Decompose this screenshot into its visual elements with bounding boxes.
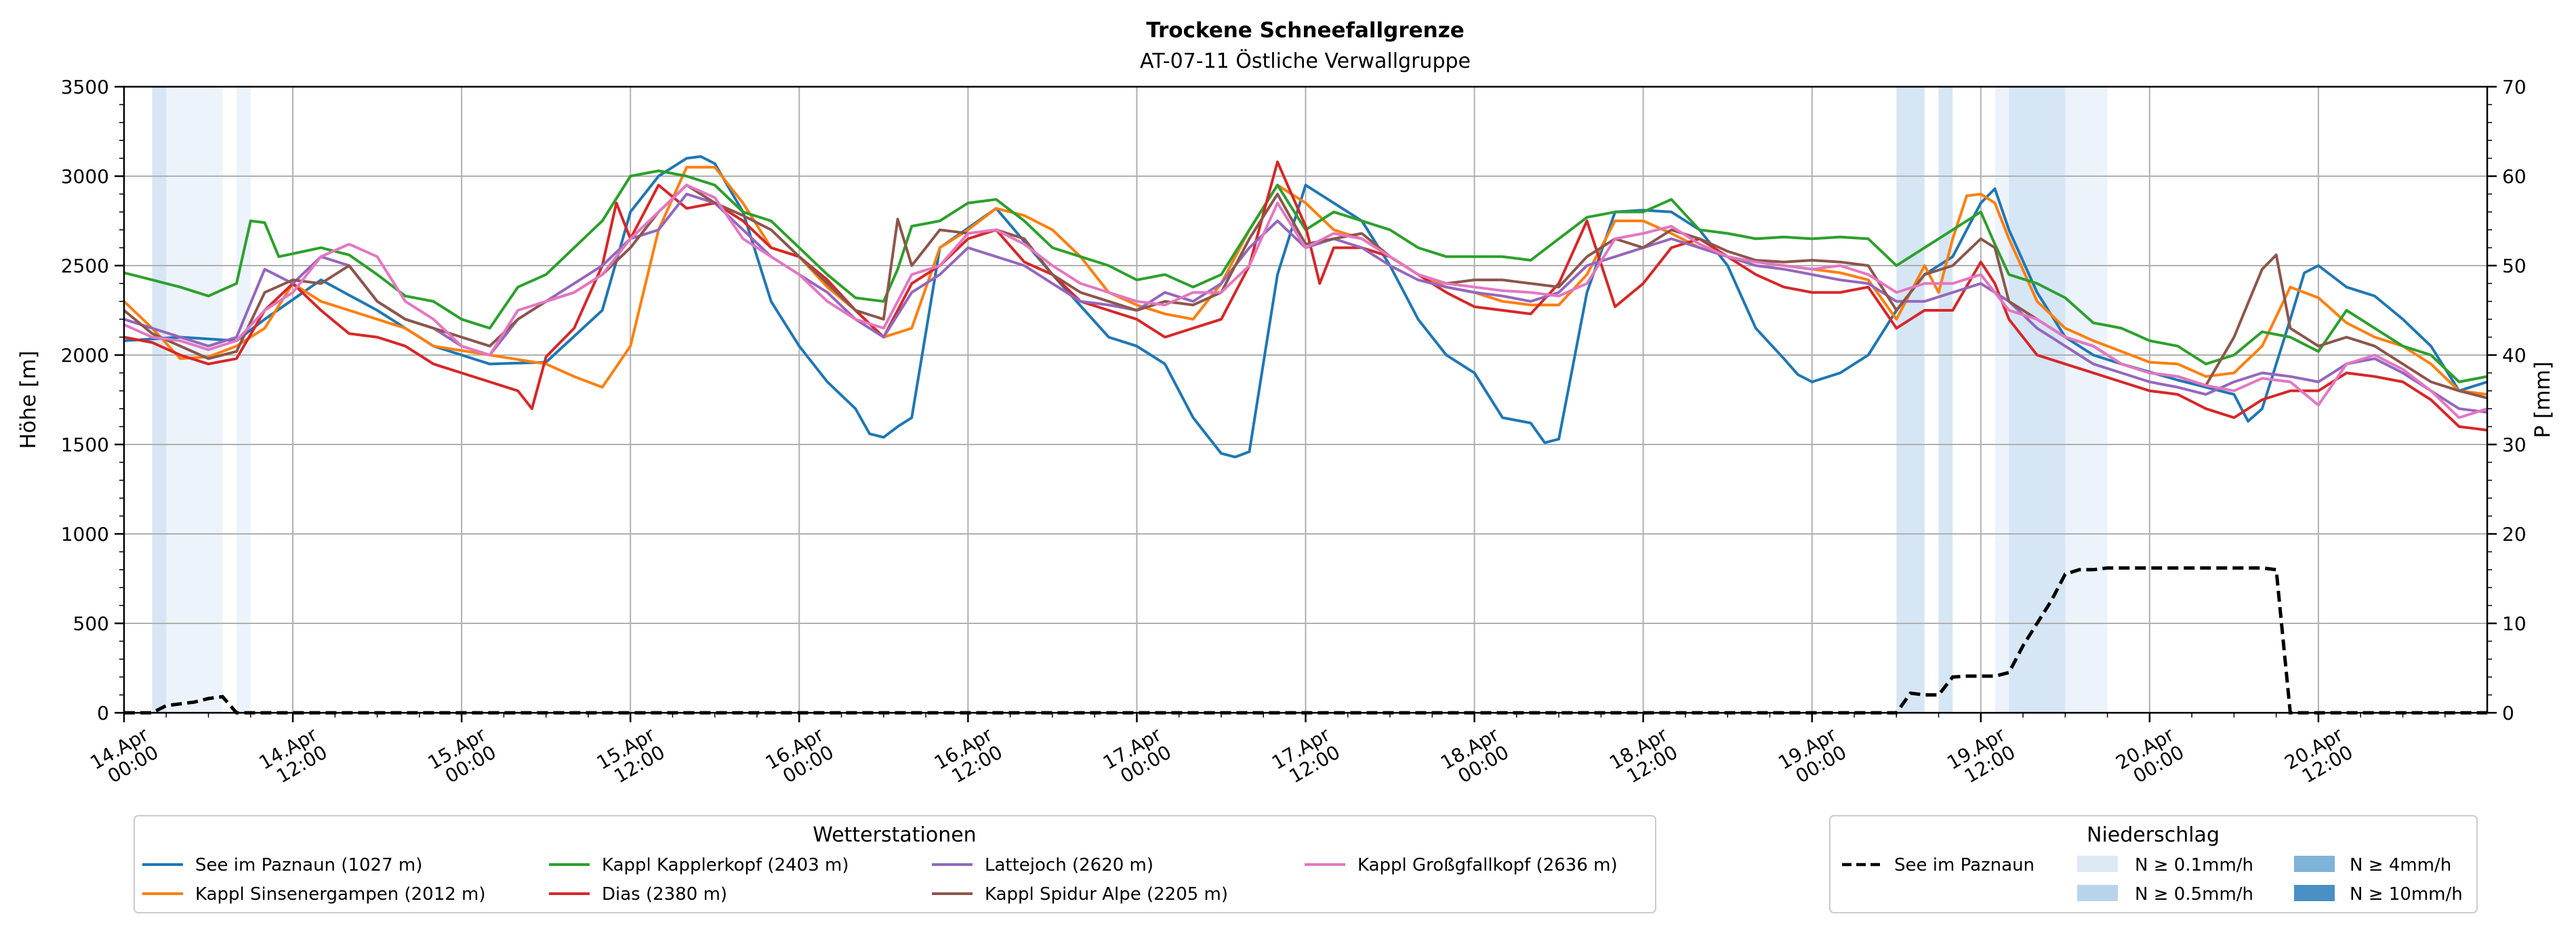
precip-band-4: [1938, 87, 1953, 713]
y2-tick-label-3: 30: [2502, 434, 2527, 456]
y2-tick-label-5: 50: [2502, 255, 2527, 277]
legend-label-2: Kappl Kapplerkopf (2403 m): [602, 855, 849, 875]
legend-precip-label: See im Paznaun: [1894, 855, 2035, 875]
y-axis-left: 0 500 1000 1500 2000 2500 3000 3500: [61, 76, 124, 724]
legend-label-1: Kappl Sinsenergampen (2012 m): [195, 884, 486, 905]
legend-band-swatch-01: [2077, 856, 2118, 872]
legend-stations-title: Wetterstationen: [813, 823, 976, 847]
y-tick-label-1: 500: [73, 613, 109, 635]
y-axis-label: Höhe [m]: [16, 350, 41, 449]
series-line-0: [123, 155, 2488, 459]
series-line-6: [123, 184, 2488, 419]
legend-precip-title: Niederschlag: [2087, 823, 2220, 847]
legend-band-swatch-4: [2294, 856, 2335, 872]
legend-band-label-10: N ≥ 10mm/h: [2350, 884, 2463, 905]
station-series: [123, 155, 2488, 459]
precipitation-series: [124, 566, 2487, 715]
legend-stations: Wetterstationen See im Paznaun (1027 m) K…: [134, 815, 1656, 913]
legend-label-0: See im Paznaun (1027 m): [195, 855, 422, 875]
precip-band-3: [1896, 87, 1925, 713]
y-tick-label-6: 3000: [61, 165, 109, 188]
chart-subtitle: AT-07-11 Östliche Verwallgruppe: [1140, 49, 1471, 73]
precip-band-2: [237, 87, 251, 713]
precip-band-1: [152, 87, 167, 713]
y-tick-label-4: 2000: [61, 344, 109, 367]
y-tick-label-3: 1500: [61, 434, 109, 456]
y2-tick-label-7: 70: [2502, 76, 2527, 98]
legend-band-label-05: N ≥ 0.5mm/h: [2135, 884, 2253, 905]
series-line-3: [123, 160, 2488, 432]
y-tick-label-7: 3500: [61, 76, 109, 98]
y2-tick-label-6: 60: [2502, 165, 2527, 188]
y2-tick-label-4: 40: [2502, 344, 2527, 367]
grid-lines: [124, 87, 2487, 713]
y-tick-label-2: 1000: [61, 523, 109, 545]
y-tick-label-5: 2500: [61, 255, 109, 277]
legend-precipitation: Niederschlag See im Paznaun N ≥ 0.1mm/h …: [1829, 815, 2478, 913]
legend-band-label-4: N ≥ 4mm/h: [2350, 855, 2451, 875]
chart-title: Trockene Schneefallgrenze: [1146, 18, 1465, 43]
legend-band-swatch-05: [2077, 885, 2118, 901]
legend-band-label-01: N ≥ 0.1mm/h: [2135, 855, 2253, 875]
y-tick-label-0: 0: [97, 702, 109, 724]
precip-line: [124, 566, 2487, 715]
legend-label-6: Kappl Großgfallkopf (2636 m): [1357, 855, 1618, 875]
precip-band-6: [2009, 87, 2066, 713]
y2-tick-label-1: 10: [2502, 613, 2527, 635]
y2-tick-label-2: 20: [2502, 523, 2527, 545]
y2-tick-label-0: 0: [2502, 702, 2514, 724]
legend-band-swatch-10: [2294, 885, 2335, 901]
legend-label-4: Lattejoch (2620 m): [985, 855, 1153, 875]
legend-stations-box: [134, 815, 1656, 913]
legend-label-3: Dias (2380 m): [602, 884, 727, 905]
legend-label-5: Kappl Spidur Alpe (2205 m): [985, 884, 1228, 905]
precipitation-bands: [152, 87, 2108, 713]
series-line-1: [123, 165, 2488, 396]
y-axis-right: 0 10 20 30 40 50 60 70: [2487, 76, 2527, 724]
y-axis-right-label: P [mm]: [2531, 361, 2555, 438]
